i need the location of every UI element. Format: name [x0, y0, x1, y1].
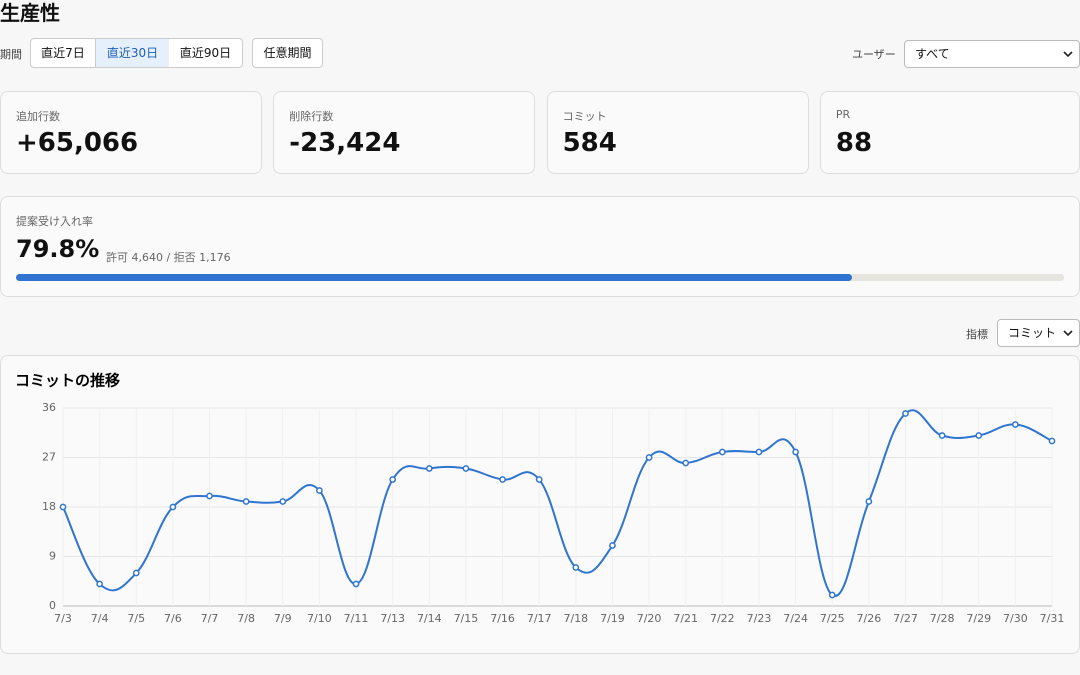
custom-period-button[interactable]: 任意期間: [252, 38, 323, 68]
x-tick-label: 7/18: [563, 612, 588, 625]
stat-value: +65,066: [16, 128, 139, 158]
point: [792, 448, 799, 456]
acceptance-detail: 許可 4,640 / 拒否 1,176: [106, 251, 231, 264]
x-tick-label: 7/30: [1003, 612, 1028, 625]
point: [938, 432, 946, 439]
period-button[interactable]: 直近7日: [30, 38, 96, 68]
stat-card: 追加行数 +65,066: [0, 91, 262, 174]
point: [645, 454, 653, 461]
stat-label: 削除行数: [289, 110, 334, 123]
point: [1012, 421, 1019, 428]
point: [828, 591, 836, 599]
x-tick-label: 7/26: [857, 612, 882, 625]
stat-value: 88: [835, 128, 873, 158]
x-tick-label: 7/16: [490, 612, 515, 625]
point: [132, 569, 140, 577]
stat-value: -23,424: [289, 128, 401, 158]
stat-label: PR: [835, 108, 851, 121]
y-tick-label: 27: [42, 451, 56, 464]
chevron: [1063, 330, 1073, 337]
stat-card: PR 88: [819, 91, 1080, 174]
point: [389, 476, 397, 483]
y-tick-label: 9: [49, 550, 56, 563]
x-tick-label: 7/20: [637, 612, 662, 625]
y-tick-label: 36: [42, 401, 56, 414]
point: [718, 448, 726, 456]
point: [755, 448, 763, 456]
x-tick-label: 7/24: [783, 612, 808, 625]
point: [865, 498, 873, 505]
x-tick-label: 7/3: [54, 612, 72, 625]
stat-card: 削除行数 -23,424: [273, 91, 536, 174]
point: [316, 487, 323, 494]
x-tick-label: 7/13: [380, 612, 405, 625]
point: [462, 465, 470, 472]
x-tick-label: 7/5: [127, 612, 145, 625]
x-tick-label: 7/17: [527, 612, 552, 625]
metric-label: 指標: [966, 328, 988, 341]
y-tick-label: 18: [42, 500, 56, 513]
y-tick-label: 0: [49, 599, 56, 612]
x-tick-label: 7/8: [237, 612, 255, 625]
point: [572, 564, 580, 571]
x-tick-label: 7/11: [344, 612, 369, 625]
point: [682, 459, 690, 467]
period-label: 期間: [0, 48, 22, 61]
point: [499, 476, 506, 483]
point: [279, 498, 287, 505]
x-tick-label: 7/10: [307, 612, 332, 625]
x-tick-label: 7/6: [164, 612, 182, 625]
x-tick-label: 7/27: [893, 612, 918, 625]
point: [902, 410, 909, 417]
page-title: 生産性: [0, 1, 60, 25]
metric-select[interactable]: コミット: [997, 319, 1080, 347]
x-tick-label: 7/19: [600, 612, 625, 625]
x-tick-label: 7/15: [454, 612, 479, 625]
chart: コミットの推移 0 9 18 27 36 7/3 7/4 7/5 7/6 7/7 7/8 7/9 7/1…: [15, 372, 1065, 626]
x-tick-label: 7/31: [1040, 612, 1065, 625]
user-select-value: すべて: [915, 47, 950, 61]
user-select[interactable]: すべて: [904, 40, 1080, 68]
x-tick-label: 7/21: [673, 612, 698, 625]
metric-select-value: コミット: [1008, 326, 1057, 340]
chart-title: コミットの推移: [15, 372, 120, 390]
x-tick-label: 7/22: [710, 612, 735, 625]
user-label: ユーザー: [852, 48, 896, 61]
x-tick-label: 7/28: [930, 612, 955, 625]
period-button[interactable]: 直近90日: [169, 38, 243, 68]
stat-card: コミット 584: [546, 91, 809, 174]
chart-card: [0, 355, 1080, 654]
point: [425, 465, 433, 472]
chevron: [1063, 51, 1073, 58]
period-button[interactable]: 直近30日: [96, 38, 170, 68]
acceptance-label: 提案受け入れ率: [16, 215, 93, 228]
x-tick-label: 7/9: [274, 612, 292, 625]
x-tick-label: 7/25: [820, 612, 845, 625]
point: [1048, 437, 1056, 445]
point: [169, 503, 177, 511]
point: [352, 580, 360, 588]
stat-value: 584: [562, 128, 617, 158]
point: [975, 432, 983, 439]
point: [242, 498, 250, 505]
x-tick-label: 7/4: [91, 612, 109, 625]
point: [535, 476, 543, 483]
stat-label: 追加行数: [16, 110, 60, 123]
x-tick-label: 7/14: [417, 612, 442, 625]
point: [59, 503, 67, 511]
x-tick-label: 7/7: [201, 612, 219, 625]
x-tick-label: 7/23: [747, 612, 772, 625]
acceptance-rate: 79.8%: [16, 235, 100, 263]
point: [206, 492, 213, 500]
x-tick-label: 7/29: [966, 612, 991, 625]
progress-bar: [16, 274, 853, 281]
point: [96, 580, 103, 588]
acceptance-card: 提案受け入れ率 79.8% 許可 4,640 / 拒否 1,176: [0, 196, 1080, 297]
point: [609, 542, 616, 549]
stat-label: コミット: [562, 110, 607, 123]
line: [62, 409, 1053, 597]
progress-track: [16, 274, 1064, 281]
